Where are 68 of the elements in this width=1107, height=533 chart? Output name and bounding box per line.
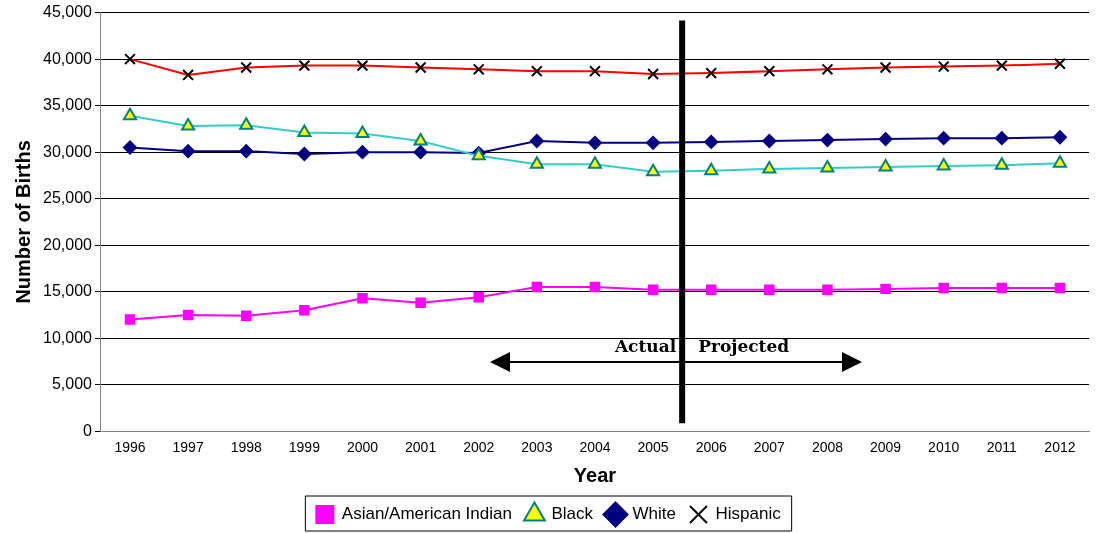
point xyxy=(241,310,252,322)
annotation: Projected xyxy=(698,335,790,356)
point xyxy=(938,282,949,294)
legend-label: Black xyxy=(551,504,594,524)
point xyxy=(182,309,194,321)
x-tick-label: 2010 xyxy=(928,439,960,456)
point xyxy=(123,140,137,155)
point xyxy=(415,297,426,309)
y-tick-label: 25,000 xyxy=(43,189,93,207)
x-tick-label: 2004 xyxy=(579,439,611,456)
point xyxy=(239,144,254,159)
x-tick-label: 2006 xyxy=(695,439,727,456)
point xyxy=(299,305,310,316)
x-tick-label: 2011 xyxy=(986,439,1018,456)
point xyxy=(764,284,775,296)
y-tick-label: 10,000 xyxy=(43,328,93,346)
x-tick-label: 2009 xyxy=(870,439,902,456)
point xyxy=(994,131,1009,146)
y-tick-label: 20,000 xyxy=(43,235,93,253)
point xyxy=(529,133,544,148)
x-tick-label: 1996 xyxy=(114,439,146,456)
x-axis-title: Year xyxy=(573,463,617,486)
x-tick-label: 1999 xyxy=(288,439,321,456)
y-tick-label: 40,000 xyxy=(43,49,93,67)
point xyxy=(181,144,196,159)
x-tick-label: 2008 xyxy=(811,439,844,456)
x-tick-label: 2012 xyxy=(1044,439,1076,456)
point xyxy=(124,314,136,325)
point xyxy=(473,292,484,303)
point xyxy=(996,282,1008,294)
point xyxy=(647,284,659,296)
annotation: Actual xyxy=(613,335,677,356)
y-tick-label: 5,000 xyxy=(51,375,93,393)
point xyxy=(936,131,951,146)
point xyxy=(589,281,601,293)
point xyxy=(1054,282,1066,294)
point xyxy=(705,284,717,296)
point xyxy=(357,292,368,304)
y-tick-label: 30,000 xyxy=(43,142,93,160)
x-tick-label: 1998 xyxy=(230,439,263,456)
y-axis-title: Number of Births xyxy=(11,140,34,304)
point xyxy=(531,281,543,293)
y-tick-label: 35,000 xyxy=(43,96,93,114)
x-tick-label: 2001 xyxy=(405,439,437,456)
x-tick-label: 2007 xyxy=(753,439,786,456)
legend-label: White xyxy=(632,504,676,524)
point xyxy=(822,284,833,296)
point xyxy=(1052,130,1067,145)
legend-label: Hispanic xyxy=(715,504,782,524)
point xyxy=(355,145,370,160)
point xyxy=(762,133,777,148)
x-tick-label: 2003 xyxy=(521,439,553,456)
x-tick-label: 2005 xyxy=(637,439,669,456)
point xyxy=(587,135,602,150)
y-tick-label: 45,000 xyxy=(43,3,93,21)
point xyxy=(880,283,891,295)
point xyxy=(878,132,893,147)
y-tick-label: 0 xyxy=(83,421,93,439)
point xyxy=(646,135,661,150)
point xyxy=(704,134,719,149)
x-tick-label: 2002 xyxy=(463,439,495,456)
legend-label: Asian/American Indian xyxy=(341,504,512,524)
x-tick-label: 1997 xyxy=(172,439,204,456)
y-tick-label: 15,000 xyxy=(43,282,93,300)
point xyxy=(820,133,835,148)
x-tick-label: 2000 xyxy=(346,439,379,456)
point xyxy=(413,145,428,160)
point xyxy=(297,146,312,161)
